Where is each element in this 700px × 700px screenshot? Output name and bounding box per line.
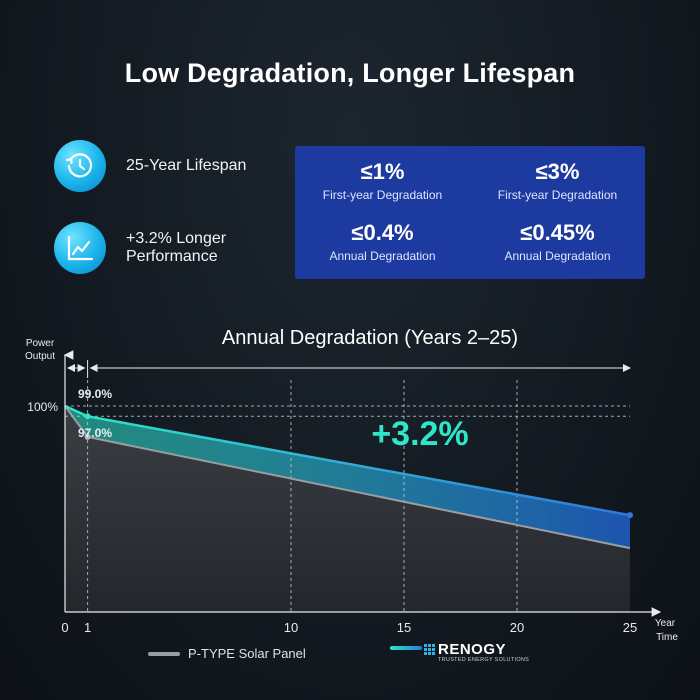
page-title: Low Degradation, Longer Lifespan [124,58,576,88]
clock-icon [54,140,106,192]
growth-chart-icon [54,222,106,274]
feature-lifespan-text: 25-Year Lifespan [126,157,247,174]
x-tick-15: 15 [397,620,411,635]
renogy-point-year25 [627,512,633,519]
feature-performance: +3.2% Longer Performance [54,222,226,274]
feature-lifespan: 25-Year Lifespan [54,140,246,192]
x-tick-0: 0 [61,620,68,635]
chart-title: Annual Degradation (Years 2–25) [221,327,519,349]
y-axis-label-line1: Power [26,338,55,349]
legend-renogy [390,646,422,650]
advantage-area [65,406,630,549]
renogy-point-year1 [84,413,91,420]
legend-ptype-label: P-TYPE Solar Panel [188,646,306,661]
x-axis-label-line1: Year [655,618,676,629]
stat-first-year-ptype: ≤3% First-year Degradation [497,159,618,203]
stats-panel: ≤1% First-year Degradation ≤3% First-yea… [295,146,645,279]
y-axis-label-line2: Output [25,351,55,362]
stat-annual-ptype: ≤0.45% Annual Degradation [504,220,611,264]
x-axis-label-line2: Time [656,632,678,643]
renogy-logo-mark [424,644,435,655]
legend-ptype: P-TYPE Solar Panel [148,646,306,661]
ptype-area [65,406,630,612]
advantage-annotation: +3.2% [371,415,468,453]
x-tick-1: 1 [84,620,91,635]
x-tick-10: 10 [284,620,298,635]
x-tick-25: 25 [623,620,637,635]
stat-first-year-renogy: ≤1% First-year Degradation [322,159,443,203]
ptype-point-year1 [84,433,91,440]
renogy-logo: RENOGY TRUSTED ENERGY SOLUTIONS [424,641,529,663]
label-ptype-year1: 97.0% [78,426,112,440]
label-renogy-year1: 99.0% [78,387,112,401]
legend-renogy-swatch [390,646,422,650]
x-tick-20: 20 [510,620,524,635]
feature-performance-text: +3.2% Longer Performance [126,230,227,265]
y-tick-100: 100% [27,400,58,414]
legend-ptype-swatch [148,651,180,656]
stat-annual-renogy: ≤0.4% Annual Degradation [329,220,436,264]
